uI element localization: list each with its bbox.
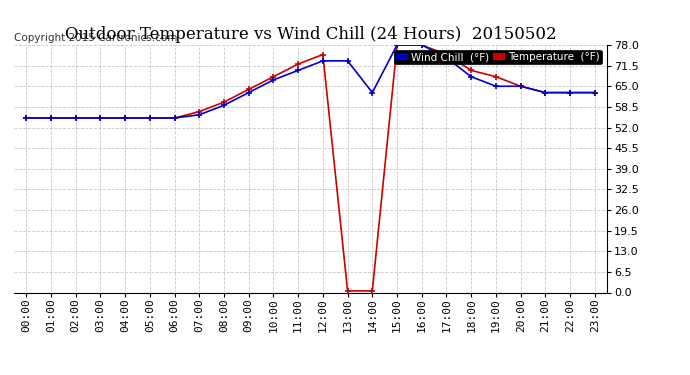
Text: Copyright 2015 Cartronics.com: Copyright 2015 Cartronics.com xyxy=(14,33,177,42)
Title: Outdoor Temperature vs Wind Chill (24 Hours)  20150502: Outdoor Temperature vs Wind Chill (24 Ho… xyxy=(65,27,556,44)
Legend: Wind Chill  (°F), Temperature  (°F): Wind Chill (°F), Temperature (°F) xyxy=(394,50,602,64)
